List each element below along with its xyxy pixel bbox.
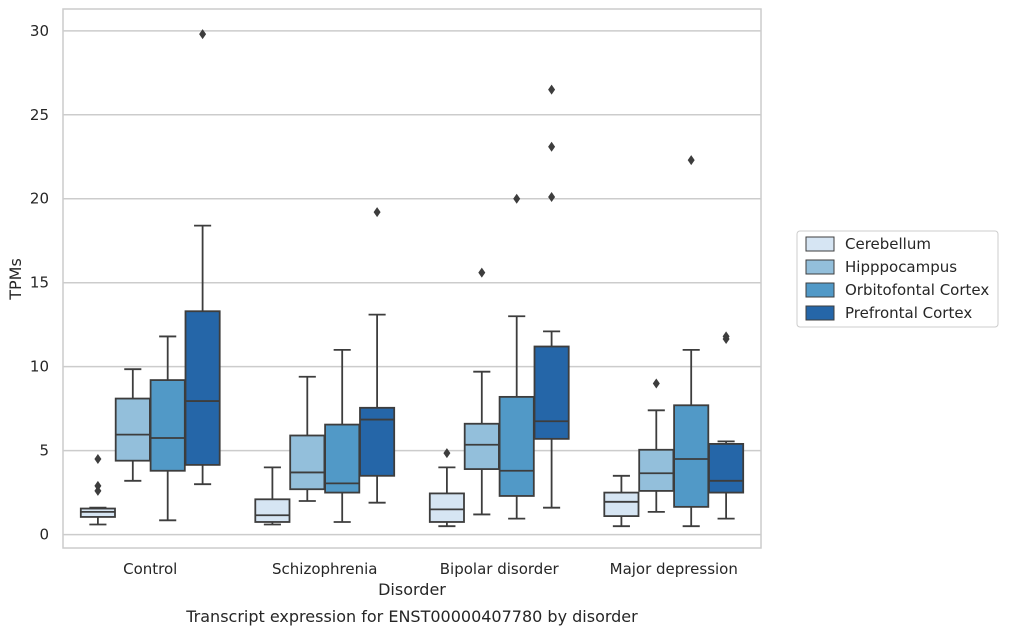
outlier-point: [94, 454, 102, 465]
figure-caption: Transcript expression for ENST0000040778…: [185, 607, 638, 626]
legend-label: Hipppocampus: [845, 258, 957, 276]
box: [533, 345, 570, 440]
box: [289, 434, 326, 491]
y-tick-label: 30: [30, 22, 49, 40]
box-group: [638, 378, 675, 513]
box-group: [254, 466, 291, 526]
outlier-point: [548, 192, 556, 203]
y-tick-labels: 0 5 10 15 20 25 30: [30, 22, 49, 544]
box-group: [603, 474, 640, 528]
box: [114, 397, 151, 462]
x-tick-label: Control: [123, 560, 177, 578]
outlier-point: [199, 29, 207, 40]
outlier-point: [687, 155, 695, 166]
legend-swatch: [805, 259, 835, 275]
outlier-point: [373, 207, 381, 218]
legend-swatch: [805, 305, 835, 321]
box-group: [114, 368, 151, 482]
x-tick-label: Schizophrenia: [272, 560, 377, 578]
box-group: [324, 348, 361, 523]
outlier-point: [94, 480, 102, 491]
plot-frame: [62, 8, 762, 549]
y-tick-label: 0: [39, 526, 49, 544]
outlier-point: [548, 84, 556, 95]
y-tick-label: 20: [30, 190, 49, 208]
box: [254, 498, 291, 523]
box: [324, 423, 361, 494]
box-series: [79, 29, 745, 528]
y-tick-label: 25: [30, 106, 49, 124]
legend-frame: [796, 230, 999, 328]
outlier-point: [513, 193, 521, 204]
box: [184, 310, 221, 466]
box-group: [359, 207, 396, 504]
legend-swatch: [805, 236, 835, 252]
outlier-point: [94, 485, 102, 496]
y-axis-label: TPMs: [6, 258, 25, 301]
outlier-point: [443, 448, 451, 459]
legend-label: Orbitofontal Cortex: [845, 281, 989, 299]
x-tick-label: Major depression: [610, 560, 738, 578]
box: [498, 395, 535, 497]
legend-label: Prefrontal Cortex: [845, 304, 972, 322]
box-group: [149, 335, 186, 522]
box: [359, 406, 396, 477]
box: [673, 404, 710, 508]
box-group: [289, 375, 326, 502]
legend: Cerebellum Hipppocampus Orbitofontal Corte…: [796, 230, 999, 328]
legend-swatch: [805, 282, 835, 298]
y-tick-label: 10: [30, 358, 49, 376]
box-group: [533, 84, 570, 509]
box: [428, 492, 465, 523]
box-group: [79, 454, 116, 526]
y-tick-label: 15: [30, 274, 49, 292]
x-tick-labels: Control Schizophrenia Bipolar disorder Majo…: [123, 560, 738, 578]
box: [149, 379, 186, 472]
box: [708, 442, 745, 494]
x-axis-label: Disorder: [378, 580, 446, 599]
y-tick-label: 5: [39, 442, 49, 460]
box-group: [673, 155, 710, 528]
outlier-point: [478, 267, 486, 278]
box: [638, 448, 675, 492]
outlier-point: [722, 331, 730, 342]
box: [603, 491, 640, 517]
outlier-point: [548, 141, 556, 152]
box: [463, 422, 500, 470]
box-group: [184, 29, 221, 486]
outlier-point: [652, 378, 660, 389]
legend-label: Cerebellum: [845, 235, 931, 253]
x-tick-label: Bipolar disorder: [440, 560, 560, 578]
box-group: [428, 448, 465, 528]
box-group: [498, 193, 535, 520]
box-group: [463, 267, 500, 516]
box-group: [708, 331, 745, 520]
